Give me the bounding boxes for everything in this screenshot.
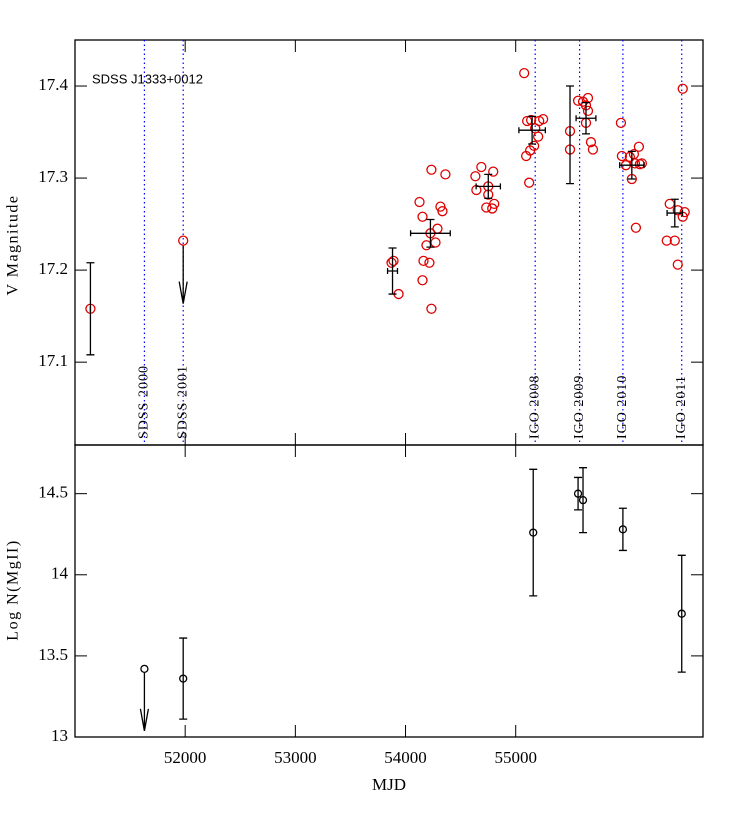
data-point	[140, 664, 149, 674]
event-label: SDSS 2001	[175, 365, 190, 439]
data-point	[417, 275, 428, 286]
data-point	[430, 237, 441, 248]
x-error-bar	[518, 127, 546, 134]
y-tick-label: 13	[51, 726, 68, 745]
error-bar	[579, 467, 588, 534]
data-point	[489, 198, 500, 209]
x-tick-label: 52000	[164, 748, 207, 767]
data-point	[679, 206, 690, 218]
data-point	[582, 105, 594, 117]
x-axis-label: MJD	[372, 775, 406, 794]
data-point	[476, 161, 487, 173]
data-point	[629, 158, 641, 169]
data-point	[437, 206, 448, 217]
y-tick-label: 13.5	[38, 645, 68, 664]
data-point	[677, 83, 688, 94]
error-bar	[677, 554, 686, 673]
data-point	[432, 223, 443, 234]
y-tick-label: 17.1	[38, 351, 68, 370]
x-error-bar	[409, 230, 451, 237]
x-error-bar	[575, 115, 597, 122]
data-point	[178, 235, 189, 246]
event-label: SDSS 2000	[137, 365, 152, 439]
data-point	[587, 144, 599, 155]
data-point	[616, 150, 628, 162]
annotation: SDSS J1333+0012	[92, 71, 203, 86]
data-point	[585, 137, 597, 148]
data-point	[435, 201, 446, 212]
error-bar	[529, 468, 538, 597]
x-tick-label: 55000	[494, 748, 537, 767]
data-point	[661, 235, 672, 246]
y-tick-label: 17.3	[38, 167, 68, 186]
y-tick-label: 17.4	[38, 75, 68, 94]
error-bar	[618, 507, 627, 552]
data-point	[669, 235, 680, 246]
x-error-bar	[619, 162, 645, 169]
data-point	[636, 158, 648, 169]
data-point	[426, 303, 437, 314]
data-point	[414, 196, 425, 208]
event-label: IGO 2009	[572, 375, 587, 439]
event-label: IGO 2010	[615, 375, 630, 439]
data-point	[418, 255, 429, 267]
data-point	[386, 257, 397, 268]
y-tick-label: 14	[51, 564, 69, 583]
y-axis-label: V Magnitude	[5, 194, 22, 295]
data-point	[525, 114, 537, 126]
data-point	[426, 164, 437, 175]
upper-limit-arrow	[178, 245, 188, 304]
data-point	[417, 211, 428, 222]
data-point	[388, 255, 399, 267]
data-point	[533, 131, 544, 142]
x-tick-label: 53000	[274, 748, 317, 767]
data-point	[633, 141, 645, 152]
x-tick-label: 54000	[384, 748, 427, 767]
data-point	[630, 222, 642, 233]
x-error-bar	[666, 210, 684, 217]
y-tick-label: 14.5	[38, 483, 68, 502]
error-bar	[179, 637, 188, 720]
data-point	[664, 198, 675, 209]
upper-limit-arrow	[139, 672, 150, 731]
data-point	[424, 257, 435, 268]
data-point	[523, 177, 535, 188]
event-label: IGO 2008	[527, 375, 542, 439]
data-point	[470, 171, 481, 182]
data-point	[440, 169, 451, 180]
data-point	[672, 259, 683, 270]
x-error-bar	[386, 268, 399, 275]
data-point	[572, 95, 584, 106]
y-tick-label: 17.2	[38, 259, 68, 278]
y-axis-label: Log N(MgII)	[5, 539, 22, 640]
top-frame	[74, 39, 704, 446]
data-point	[528, 140, 540, 152]
data-point	[537, 114, 549, 125]
event-label: IGO 2011	[674, 375, 689, 439]
data-point	[519, 67, 530, 79]
error-bar	[574, 476, 583, 511]
data-point	[487, 203, 498, 214]
bottom-frame	[74, 444, 704, 738]
x-error-bar	[475, 183, 502, 190]
data-point	[421, 240, 432, 251]
data-point	[615, 117, 627, 128]
data-point	[488, 166, 499, 177]
